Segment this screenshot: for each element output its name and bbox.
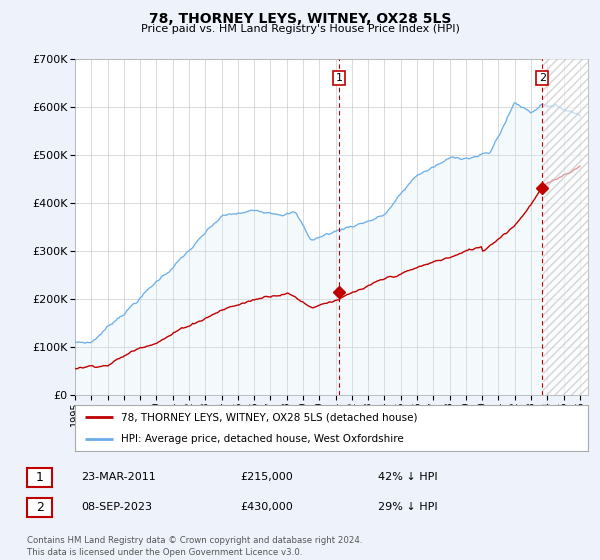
Bar <box>543 59 588 395</box>
Text: HPI: Average price, detached house, West Oxfordshire: HPI: Average price, detached house, West… <box>121 435 404 444</box>
Text: Contains HM Land Registry data © Crown copyright and database right 2024.
This d: Contains HM Land Registry data © Crown c… <box>27 536 362 557</box>
Text: Price paid vs. HM Land Registry's House Price Index (HPI): Price paid vs. HM Land Registry's House … <box>140 24 460 34</box>
Text: 29% ↓ HPI: 29% ↓ HPI <box>378 502 437 512</box>
Text: 42% ↓ HPI: 42% ↓ HPI <box>378 472 437 482</box>
Text: £430,000: £430,000 <box>240 502 293 512</box>
Text: 1: 1 <box>335 73 343 83</box>
Text: 2: 2 <box>35 501 44 514</box>
Text: 78, THORNEY LEYS, WITNEY, OX28 5LS (detached house): 78, THORNEY LEYS, WITNEY, OX28 5LS (deta… <box>121 412 418 422</box>
Text: 23-MAR-2011: 23-MAR-2011 <box>81 472 156 482</box>
Text: 78, THORNEY LEYS, WITNEY, OX28 5LS: 78, THORNEY LEYS, WITNEY, OX28 5LS <box>149 12 451 26</box>
Text: 1: 1 <box>35 471 44 484</box>
Text: 2: 2 <box>539 73 546 83</box>
Text: 08-SEP-2023: 08-SEP-2023 <box>81 502 152 512</box>
Text: £215,000: £215,000 <box>240 472 293 482</box>
